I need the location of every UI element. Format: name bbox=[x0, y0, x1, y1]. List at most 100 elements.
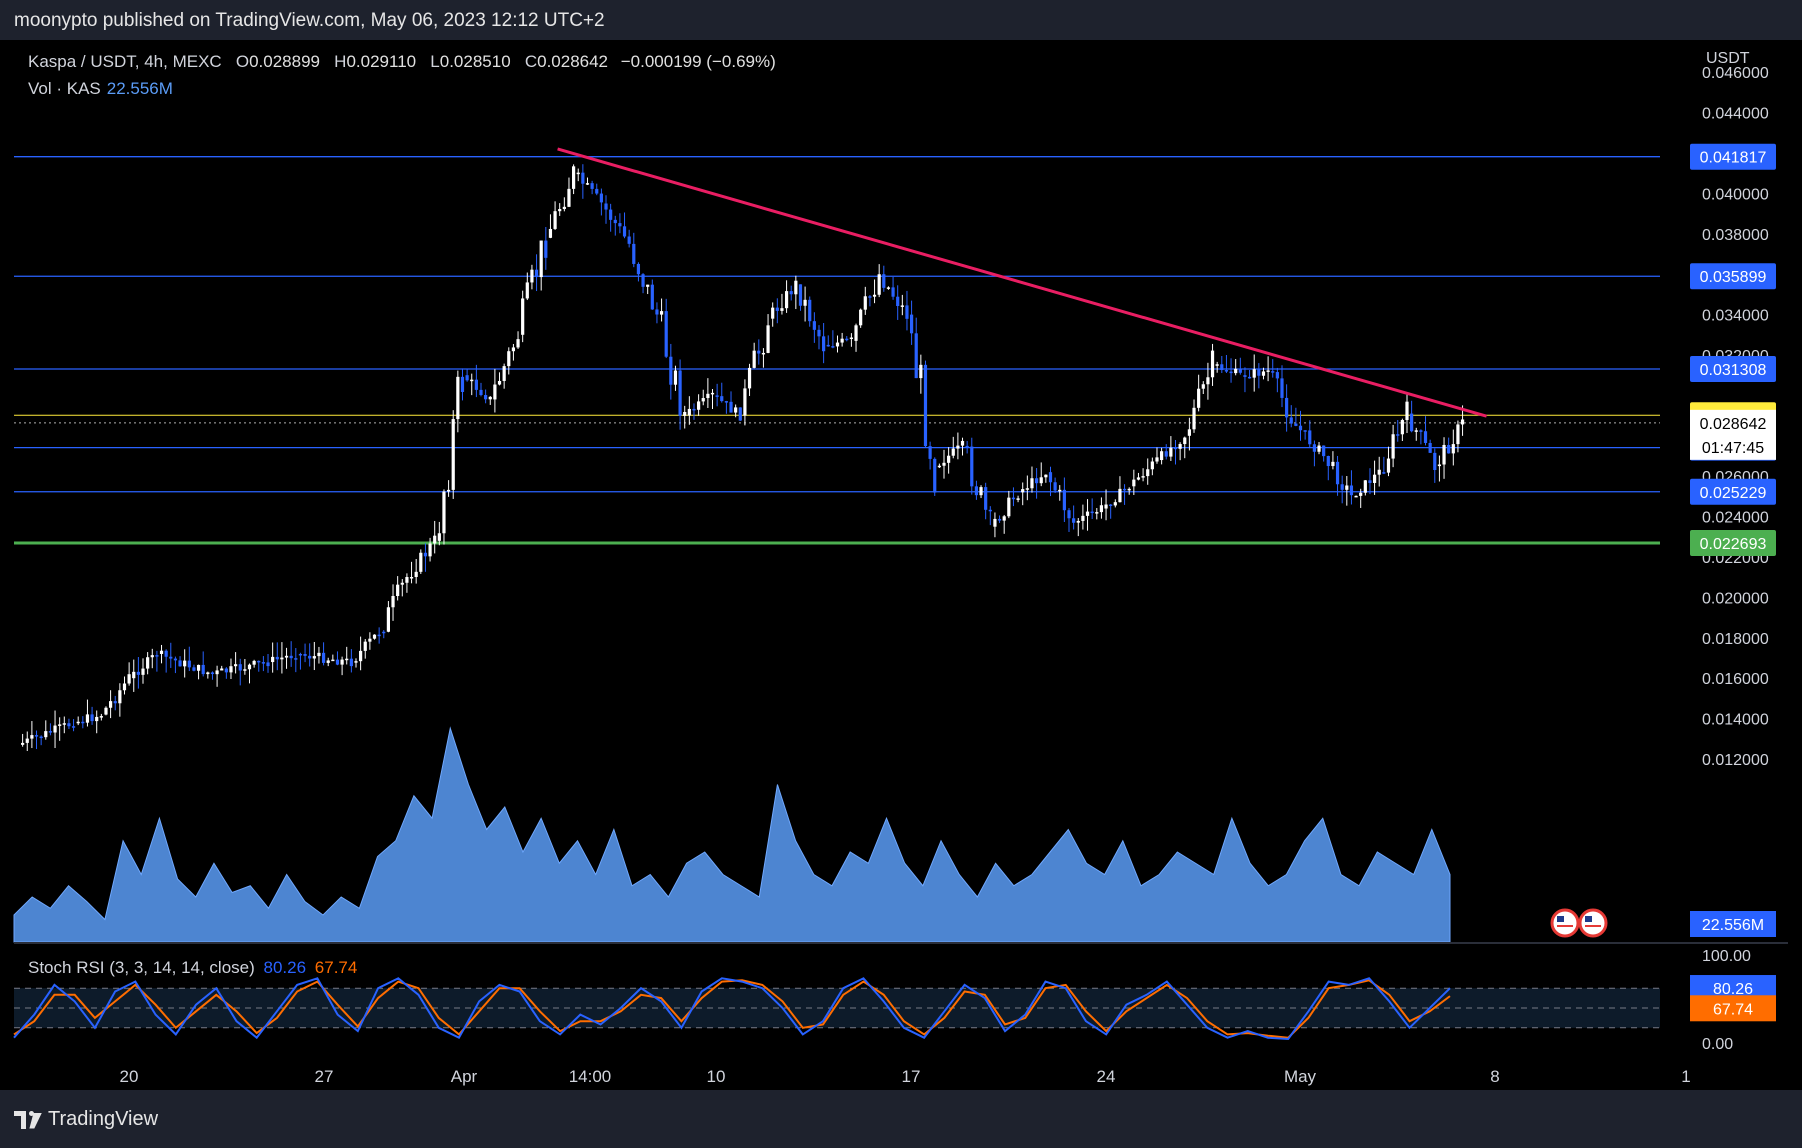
candles bbox=[21, 164, 1465, 752]
candle-body bbox=[1215, 364, 1219, 366]
candle-body bbox=[155, 655, 159, 657]
candle-body bbox=[683, 411, 687, 416]
candle-body bbox=[85, 714, 90, 723]
candle-body bbox=[845, 338, 849, 341]
candle-body bbox=[1206, 377, 1210, 385]
candle-body bbox=[1169, 447, 1173, 457]
candle-body bbox=[923, 364, 928, 447]
candle-body bbox=[1340, 484, 1344, 490]
candle-body bbox=[1044, 474, 1048, 478]
candle-body bbox=[905, 305, 909, 319]
candle-body bbox=[1058, 489, 1062, 492]
candle-body bbox=[1354, 495, 1358, 498]
price-tick-12: 0.014000 bbox=[1702, 712, 1769, 729]
candle-body bbox=[363, 641, 367, 651]
symbol-legend[interactable]: Kaspa / USDT, 4h, MEXC O0.028899 H0.0291… bbox=[28, 52, 776, 72]
candle-body bbox=[391, 595, 395, 608]
candle-body bbox=[659, 311, 664, 315]
candle-body bbox=[414, 571, 418, 578]
candle-body bbox=[965, 445, 969, 448]
candle-body bbox=[516, 339, 520, 348]
low-label: L bbox=[430, 52, 440, 71]
stoch-k-line bbox=[13, 977, 1451, 1041]
candle-body bbox=[1289, 417, 1293, 424]
candle-body bbox=[1118, 488, 1122, 503]
candle-body bbox=[178, 660, 182, 667]
candle-body bbox=[359, 650, 363, 662]
candle-body bbox=[780, 308, 784, 311]
candle-body bbox=[609, 209, 613, 220]
candle-body bbox=[229, 666, 233, 673]
candle-body bbox=[428, 543, 432, 557]
candle-body bbox=[627, 236, 631, 244]
candle-body bbox=[1442, 444, 1446, 465]
candle-body bbox=[979, 487, 983, 496]
candle-body bbox=[914, 333, 918, 379]
candle-body bbox=[1410, 413, 1414, 432]
candle-body bbox=[933, 458, 937, 493]
price-tick-0: 0.046000 bbox=[1702, 65, 1769, 82]
candle-body bbox=[1197, 388, 1201, 408]
candle-body bbox=[44, 731, 48, 738]
candle-body bbox=[164, 650, 168, 657]
candle-body bbox=[1127, 488, 1131, 491]
candle-body bbox=[747, 367, 752, 389]
candle-body bbox=[1081, 515, 1085, 521]
candle-body bbox=[192, 667, 196, 671]
candle-body bbox=[331, 659, 335, 662]
candle-body bbox=[252, 660, 256, 665]
candle-body bbox=[104, 707, 108, 715]
candle-body bbox=[928, 446, 932, 459]
candle-body bbox=[534, 269, 539, 278]
volume-legend[interactable]: Vol · KAS 22.556M bbox=[28, 79, 173, 99]
candle-body bbox=[1053, 482, 1057, 491]
candle-body bbox=[993, 518, 997, 527]
tradingview-logo[interactable]: TradingView bbox=[14, 1108, 158, 1131]
candle-body bbox=[854, 325, 858, 341]
candle-body bbox=[1192, 407, 1196, 430]
candle-body bbox=[261, 662, 265, 664]
candle-body bbox=[1122, 488, 1127, 491]
candle-body bbox=[900, 305, 904, 307]
candle-body bbox=[909, 314, 914, 334]
candle-body bbox=[803, 299, 807, 306]
candle-body bbox=[146, 657, 150, 669]
candle-body bbox=[150, 655, 154, 658]
candle-body bbox=[1187, 429, 1191, 436]
candle-body bbox=[405, 577, 409, 583]
candle-body bbox=[1238, 368, 1242, 373]
candle-body bbox=[159, 650, 164, 654]
candle-body bbox=[622, 226, 627, 237]
stoch-rsi-legend[interactable]: Stoch RSI (3, 3, 14, 14, close) 80.26 67… bbox=[28, 958, 357, 978]
candle-body bbox=[1016, 498, 1020, 500]
candle-body bbox=[266, 662, 270, 667]
candle-body bbox=[474, 379, 478, 390]
candle-body bbox=[1210, 350, 1215, 378]
time-tick-9: 1 bbox=[1681, 1067, 1690, 1086]
candle-body bbox=[1437, 464, 1442, 467]
stoch-tick-0: 0.00 bbox=[1702, 1036, 1733, 1053]
level-badge-label-2: 0.031308 bbox=[1700, 362, 1767, 379]
candle-body bbox=[1280, 378, 1284, 398]
candle-body bbox=[1377, 469, 1381, 475]
candle-body bbox=[210, 672, 215, 675]
candle-body bbox=[650, 284, 654, 310]
candle-body bbox=[697, 401, 701, 410]
candle-body bbox=[34, 735, 39, 737]
open-label: O bbox=[235, 52, 250, 71]
candle-body bbox=[868, 296, 872, 298]
time-tick-2: Apr bbox=[451, 1067, 478, 1086]
time-tick-0: 20 bbox=[120, 1067, 139, 1086]
stoch-d-badge bbox=[1690, 995, 1776, 1022]
candle-body bbox=[247, 664, 252, 670]
time-tick-6: 24 bbox=[1097, 1067, 1116, 1086]
candle-body bbox=[335, 659, 340, 665]
candle-body bbox=[1085, 511, 1090, 516]
candle-body bbox=[525, 282, 529, 299]
candle-body bbox=[312, 656, 316, 659]
candle-body bbox=[502, 366, 506, 381]
candle-body bbox=[479, 389, 483, 396]
price-tick-2: 0.040000 bbox=[1702, 186, 1769, 203]
candle-body bbox=[1386, 458, 1391, 473]
